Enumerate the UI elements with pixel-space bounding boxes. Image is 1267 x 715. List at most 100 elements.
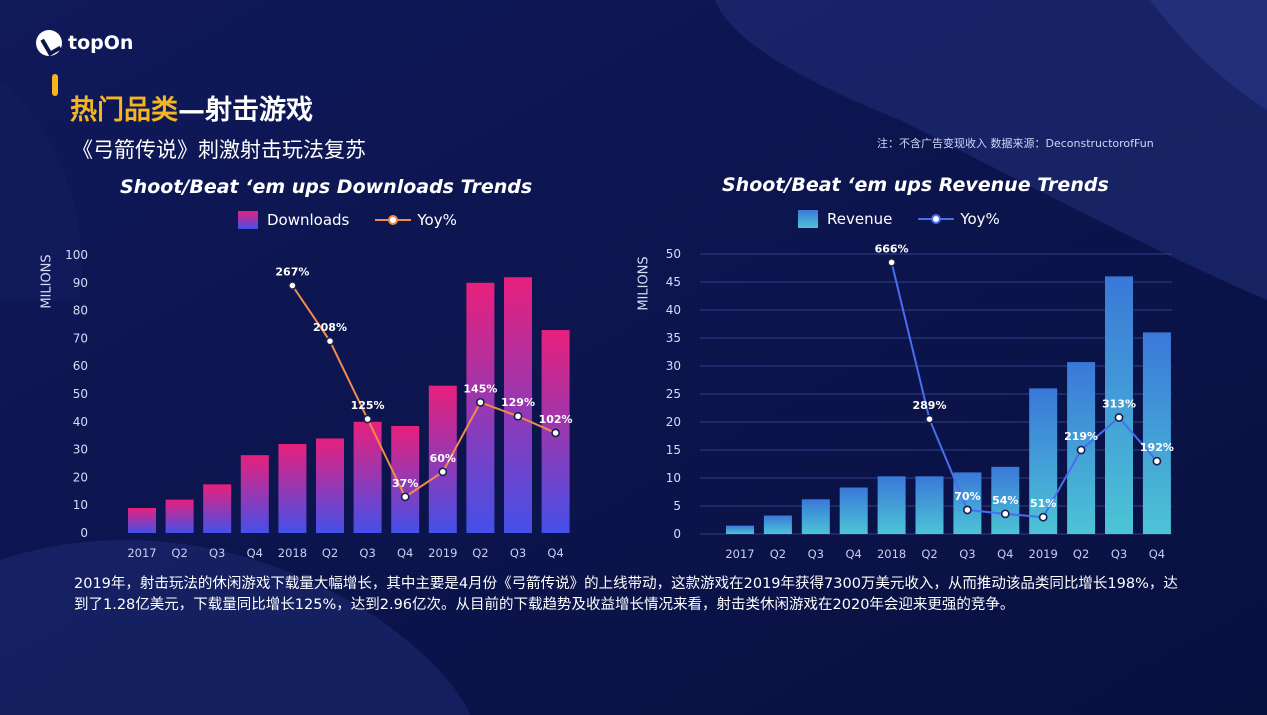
- revenue-yoy-data-label: 289%: [913, 399, 947, 412]
- revenue-yoy-point: [1076, 445, 1086, 455]
- downloads-y-tick-label: 30: [73, 443, 88, 457]
- revenue-y-tick-label: 5: [673, 499, 681, 513]
- downloads-y-tick-label: 60: [73, 359, 88, 373]
- downloads-bar: [165, 499, 194, 533]
- page-title: 热门品类—射击游戏: [70, 88, 313, 127]
- revenue-bar: [763, 515, 792, 534]
- brand-name: topOn: [68, 32, 134, 54]
- revenue-bar: [1029, 388, 1058, 534]
- revenue-x-tick-label: 2017: [725, 547, 754, 561]
- downloads-y-tick-label: 10: [73, 498, 88, 512]
- revenue-yoy-point: [1000, 509, 1010, 519]
- downloads-y-tick-label: 20: [73, 470, 88, 484]
- downloads-y-tick-label: 50: [73, 387, 88, 401]
- downloads-x-tick-label: Q4: [547, 546, 563, 560]
- revenue-x-tick-label: Q3: [959, 547, 975, 561]
- brand-logo: topOn: [36, 30, 133, 56]
- downloads-chart-title: Shoot/Beat ‘em ups Downloads Trends: [120, 176, 533, 198]
- revenue-yoy-point: [1114, 413, 1124, 422]
- title-rest: —射击游戏: [178, 95, 313, 126]
- downloads-yoy-data-label: 125%: [351, 399, 385, 412]
- downloads-x-tick-label: 2017: [127, 546, 156, 560]
- revenue-x-tick-label: Q2: [1073, 547, 1089, 561]
- revenue-x-tick-label: 2018: [877, 547, 906, 561]
- downloads-yoy-line: [291, 285, 557, 499]
- yoy-legend-label: Yoy%: [960, 210, 1000, 228]
- revenue-yoy-line: [890, 262, 1158, 519]
- revenue-yoy-data-label: 666%: [875, 242, 909, 255]
- revenue-yoy-data-label: 54%: [992, 494, 1018, 507]
- downloads-y-tick-label: 0: [80, 526, 88, 540]
- revenue-y-tick-label: 30: [666, 359, 681, 373]
- downloads-yoy-point: [400, 492, 410, 502]
- downloads-legend: Downloads Yoy%: [238, 211, 457, 229]
- revenue-yoy-data-label: 51%: [1030, 497, 1056, 510]
- revenue-y-tick-label: 15: [666, 443, 681, 457]
- downloads-x-tick-label: Q2: [472, 546, 488, 560]
- downloads-x-tick-label: Q2: [171, 546, 187, 560]
- downloads-bar: [316, 438, 344, 533]
- title-accent-bar: [52, 74, 58, 96]
- source-note: 注：不含广告变现收入 数据来源：DeconstructorofFun: [877, 137, 1154, 150]
- revenue-yoy-data-label: 219%: [1064, 430, 1098, 443]
- revenue-legend-label: Revenue: [827, 210, 893, 228]
- revenue-chart-title: Shoot/Beat ‘em ups Revenue Trends: [722, 174, 1109, 196]
- topon-logo-icon: [36, 30, 62, 56]
- downloads-y-tick-label: 70: [73, 331, 88, 345]
- downloads-x-tick-label: Q4: [397, 546, 413, 560]
- downloads-y-tick-label: 90: [73, 276, 88, 290]
- revenue-legend: Revenue Yoy%: [798, 210, 1000, 228]
- yoy-legend-label: Yoy%: [417, 211, 457, 229]
- revenue-yoy-point: [887, 257, 896, 267]
- revenue-yoy-point: [1038, 512, 1048, 522]
- downloads-y-tick-label: 100: [65, 248, 88, 262]
- downloads-yoy-data-label: 129%: [501, 396, 535, 409]
- downloads-yoy-point: [475, 397, 485, 407]
- downloads-legend-label: Downloads: [267, 211, 350, 229]
- revenue-bar: [915, 476, 944, 534]
- downloads-x-tick-label: Q4: [247, 546, 263, 560]
- revenue-x-tick-label: Q3: [808, 547, 824, 561]
- downloads-x-tick-label: Q3: [209, 546, 225, 560]
- downloads-bar: [504, 277, 532, 533]
- downloads-legend-swatch: [238, 211, 258, 229]
- revenue-bar: [801, 499, 830, 534]
- revenue-x-tick-label: Q3: [1111, 547, 1127, 561]
- downloads-y-tick-label: 80: [73, 304, 88, 318]
- revenue-bar: [877, 476, 906, 534]
- revenue-yoy-point: [1152, 456, 1162, 466]
- downloads-y-tick-label: 40: [73, 415, 88, 429]
- revenue-bar: [991, 466, 1020, 534]
- revenue-bar: [726, 525, 754, 534]
- revenue-y-tick-label: 45: [666, 275, 681, 289]
- downloads-yoy-data-label: 267%: [275, 266, 309, 279]
- revenue-y-tick-label: 25: [666, 387, 681, 401]
- revenue-legend-swatch: [798, 210, 818, 228]
- summary-paragraph: 2019年，射击玩法的休闲游戏下载量大幅增长，其中主要是4月份《弓箭传说》的上线…: [74, 576, 1178, 613]
- page-subtitle: 《弓箭传说》刺激射击玩法复苏: [72, 138, 366, 162]
- downloads-x-tick-label: Q2: [322, 546, 338, 560]
- revenue-yoy-point: [963, 505, 972, 515]
- downloads-bar: [128, 507, 156, 533]
- revenue-yoy-data-label: 192%: [1140, 441, 1174, 454]
- downloads-yoy-data-label: 37%: [392, 477, 418, 490]
- downloads-bar: [466, 282, 495, 533]
- downloads-yoy-point: [287, 281, 297, 290]
- revenue-x-tick-label: 2019: [1029, 547, 1058, 561]
- revenue-yoy-data-label: 70%: [954, 490, 980, 503]
- downloads-bar: [428, 385, 457, 533]
- revenue-x-tick-label: Q2: [921, 547, 937, 561]
- revenue-y-tick-label: 40: [666, 303, 681, 317]
- downloads-yoy-data-label: 102%: [539, 413, 573, 426]
- downloads-bar: [240, 455, 269, 533]
- downloads-yoy-point: [363, 414, 372, 424]
- yoy-legend-line-icon: [918, 214, 955, 224]
- downloads-x-tick-label: 2018: [278, 546, 307, 560]
- downloads-yoy-data-label: 145%: [463, 382, 497, 395]
- downloads-yoy-point: [438, 467, 448, 477]
- downloads-bar: [278, 444, 307, 533]
- revenue-x-tick-label: Q2: [770, 547, 786, 561]
- downloads-yoy-data-label: 60%: [430, 452, 456, 465]
- downloads-yoy-data-label: 208%: [313, 321, 347, 334]
